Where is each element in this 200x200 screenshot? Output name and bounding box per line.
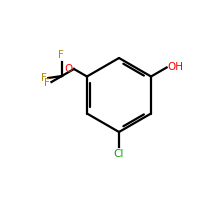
Text: O: O xyxy=(65,64,73,74)
Text: F: F xyxy=(44,78,50,88)
Text: F: F xyxy=(41,73,47,83)
Text: OH: OH xyxy=(168,62,184,72)
Text: F: F xyxy=(58,50,64,60)
Text: Cl: Cl xyxy=(114,149,124,159)
